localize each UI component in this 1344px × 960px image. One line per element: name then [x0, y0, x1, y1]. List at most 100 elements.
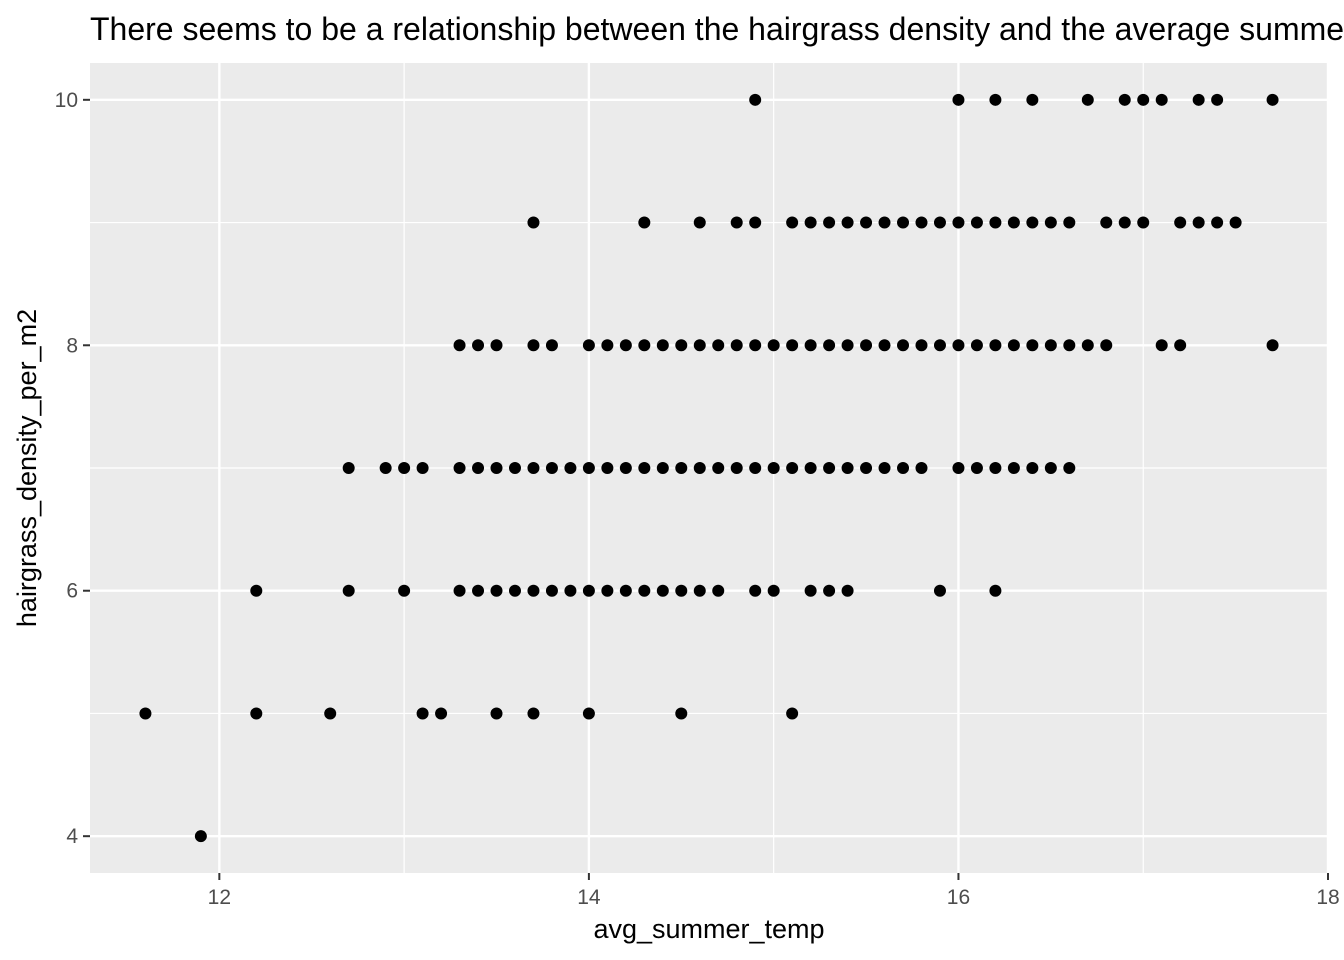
data-point [508, 584, 521, 597]
x-tick-label: 14 [577, 886, 601, 909]
data-point [1192, 93, 1205, 106]
data-point [490, 462, 503, 474]
data-point [933, 216, 946, 229]
data-point [989, 462, 1002, 474]
data-point [638, 216, 651, 229]
data-point [675, 584, 688, 597]
data-point [1044, 339, 1057, 352]
y-tick-label: 6 [66, 580, 78, 603]
data-point [1229, 216, 1242, 229]
data-point [638, 462, 651, 474]
data-point [1063, 462, 1076, 474]
data-point [933, 339, 946, 352]
data-point [564, 584, 577, 597]
axis-tick-labels: 12 14 16 18 4 6 8 10 [55, 89, 1340, 909]
data-point [1026, 216, 1039, 229]
data-point [693, 339, 706, 352]
chart-title: There seems to be a relationship between… [90, 11, 1344, 47]
data-point [250, 707, 263, 720]
x-tick-label: 16 [947, 886, 970, 909]
data-point [823, 584, 836, 597]
data-point [767, 339, 780, 352]
data-point [1137, 93, 1150, 106]
data-point [1266, 93, 1279, 106]
data-point [915, 339, 928, 352]
data-points [139, 93, 1279, 843]
data-point [1044, 216, 1057, 229]
data-point [1155, 339, 1168, 352]
data-point [675, 339, 688, 352]
x-axis-label: avg_summer_temp [593, 914, 824, 944]
x-tick-label: 12 [208, 886, 231, 909]
data-point [638, 339, 651, 352]
data-point [601, 462, 614, 474]
data-point [1026, 462, 1039, 474]
data-point [730, 462, 743, 474]
data-point [619, 462, 632, 474]
data-point [970, 339, 983, 352]
data-point [804, 216, 817, 229]
data-point [1007, 339, 1020, 352]
data-point [767, 462, 780, 474]
data-point [545, 462, 558, 474]
data-point [952, 216, 965, 229]
data-point [342, 584, 355, 597]
data-point [1026, 339, 1039, 352]
data-point [619, 584, 632, 597]
data-point [989, 216, 1002, 229]
data-point [398, 584, 411, 597]
data-point [416, 462, 429, 474]
data-point [804, 339, 817, 352]
data-point [897, 462, 910, 474]
y-axis-label: hairgrass_density_per_m2 [12, 309, 42, 627]
data-point [878, 462, 891, 474]
data-point [527, 216, 540, 229]
data-point [1137, 216, 1150, 229]
data-point [582, 339, 595, 352]
y-tick-label: 4 [66, 825, 78, 848]
data-point [915, 216, 928, 229]
data-point [989, 93, 1002, 106]
data-point [398, 462, 411, 474]
data-point [601, 584, 614, 597]
data-point [564, 462, 577, 474]
data-point [638, 584, 651, 597]
data-point [656, 584, 669, 597]
data-point [379, 462, 392, 474]
data-point [472, 462, 485, 474]
data-point [656, 462, 669, 474]
data-point [453, 339, 466, 352]
data-point [527, 462, 540, 474]
data-point [1100, 216, 1113, 229]
y-tick-label: 10 [55, 89, 78, 112]
data-point [1100, 339, 1113, 352]
data-point [749, 216, 762, 229]
data-point [1007, 216, 1020, 229]
data-point [693, 216, 706, 229]
grid-major [90, 63, 1330, 873]
data-point [823, 216, 836, 229]
data-point [730, 216, 743, 229]
data-point [952, 93, 965, 106]
data-point [1174, 339, 1187, 352]
data-point [952, 462, 965, 474]
data-point [1118, 216, 1131, 229]
data-point [970, 216, 983, 229]
data-point [712, 584, 725, 597]
data-point [952, 339, 965, 352]
data-point [582, 707, 595, 720]
data-point [527, 339, 540, 352]
data-point [1192, 216, 1205, 229]
data-point [675, 462, 688, 474]
data-point [730, 339, 743, 352]
data-point [786, 707, 799, 720]
data-point [1211, 93, 1224, 106]
data-point [194, 830, 207, 843]
data-point [582, 462, 595, 474]
data-point [970, 462, 983, 474]
data-point [712, 339, 725, 352]
data-point [453, 462, 466, 474]
data-point [693, 584, 706, 597]
data-point [656, 339, 669, 352]
data-point [1081, 339, 1094, 352]
